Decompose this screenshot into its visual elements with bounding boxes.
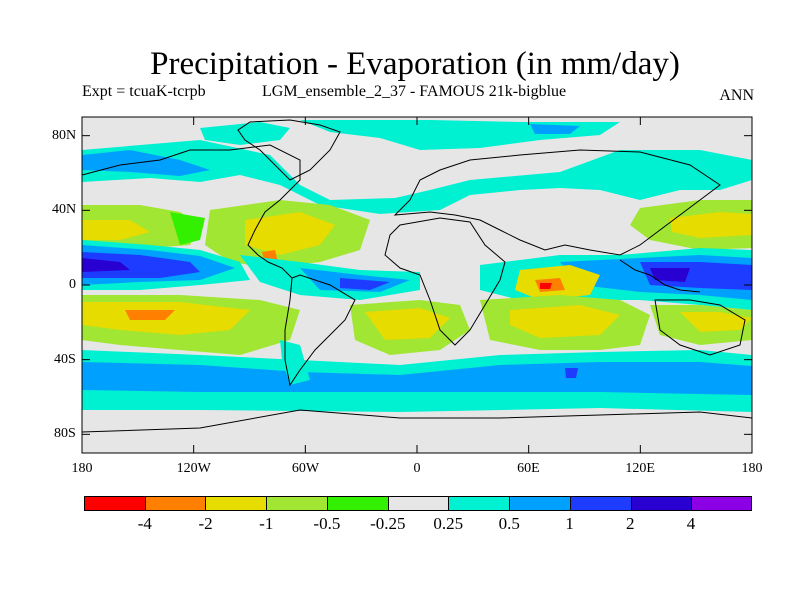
- colorbar-label: 0.25: [433, 514, 464, 533]
- x-tick-label: 180: [741, 461, 763, 476]
- contour-epac-itcz-dark: [82, 252, 200, 278]
- contour-so-blue: [82, 362, 752, 395]
- colorbar-frame: [84, 496, 752, 511]
- contour-arctic-blue: [530, 124, 580, 134]
- contour-natl-dry-yellow: [245, 212, 335, 255]
- contour-aus-dry-yellow: [680, 312, 752, 332]
- coast-maritime-continent: [619, 259, 701, 293]
- colorbar-box: [205, 496, 267, 510]
- colorbar-label: 1: [565, 514, 574, 533]
- colorbar-label: 4: [686, 514, 696, 533]
- colorbar-box: [326, 496, 389, 510]
- y-tick-label: 80S: [54, 426, 76, 442]
- coastlines: [82, 119, 752, 433]
- colorbar-box: [509, 496, 571, 510]
- colorbar-label: 2: [626, 514, 635, 533]
- colorbar-box: [84, 496, 146, 510]
- coast-europe-asia: [393, 149, 721, 256]
- colorbar-box: [630, 496, 692, 510]
- contour-wio-dry-red: [540, 283, 552, 289]
- season-label: ANN: [719, 87, 754, 104]
- x-tick-label: 120E: [625, 461, 655, 476]
- contour-spac-dry-orange: [125, 310, 175, 320]
- x-tick-label: 60W: [291, 461, 320, 476]
- coast-africa: [384, 217, 506, 346]
- colorbar-label: -0.5: [313, 514, 341, 533]
- contour-npac-dry-yellow: [82, 220, 150, 240]
- x-tick-label: 120W: [176, 461, 211, 476]
- contour-npac-dry-lime: [170, 212, 205, 245]
- coast-north-america: [82, 144, 301, 279]
- colorbar-label: -4: [137, 514, 152, 533]
- x-tick-label: 0: [413, 461, 421, 476]
- colorbar-label: -0.25: [370, 514, 406, 533]
- contour-greenland-wet: [200, 122, 290, 145]
- coast-greenland: [237, 119, 341, 181]
- colorbar-box: [691, 496, 753, 510]
- colorbar-label: -1: [259, 514, 274, 533]
- colorbar-box: [569, 496, 632, 510]
- coast-south-america: [284, 274, 356, 387]
- y-tick-label: 0: [69, 277, 76, 292]
- contour-layer: [82, 120, 752, 412]
- contour-nwpac-dry-yellow: [670, 212, 752, 238]
- contour-epac-itcz-violet: [82, 258, 130, 272]
- contour-north-pacific-wet: [82, 140, 752, 214]
- y-tick-label: 80N: [52, 127, 77, 143]
- contour-north-pacific-blue: [82, 150, 210, 176]
- coast-antarctica: [82, 409, 752, 433]
- colorbar-box: [387, 496, 449, 510]
- contour-so-dark: [565, 368, 578, 378]
- experiment-label: Expt = tcuaK-tcrpb: [82, 83, 206, 100]
- contour-sio-dry-yellow: [510, 305, 620, 338]
- figure-title: Precipitation - Evaporation (in mm/day): [150, 46, 680, 82]
- contour-atl-itcz-dark: [340, 278, 390, 290]
- colorbar-box: [144, 496, 206, 510]
- colorbar-label: -2: [198, 514, 213, 533]
- coast-australia: [654, 299, 746, 356]
- colorbar-box: [266, 496, 328, 510]
- run-label: LGM_ensemble_2_37 - FAMOUS 21k-bigblue: [262, 83, 567, 100]
- contour-satl-dry-yellow: [365, 308, 450, 340]
- contour-wpac-violet: [650, 268, 690, 282]
- colorbar-box: [448, 496, 510, 510]
- colorbar-label: 0.5: [498, 514, 520, 533]
- y-tick-label: 40S: [54, 351, 76, 367]
- y-tick-label: 40N: [52, 202, 77, 218]
- axis-ticks: [81, 117, 753, 453]
- x-tick-label: 60E: [517, 461, 540, 476]
- x-tick-label: 180: [71, 461, 93, 476]
